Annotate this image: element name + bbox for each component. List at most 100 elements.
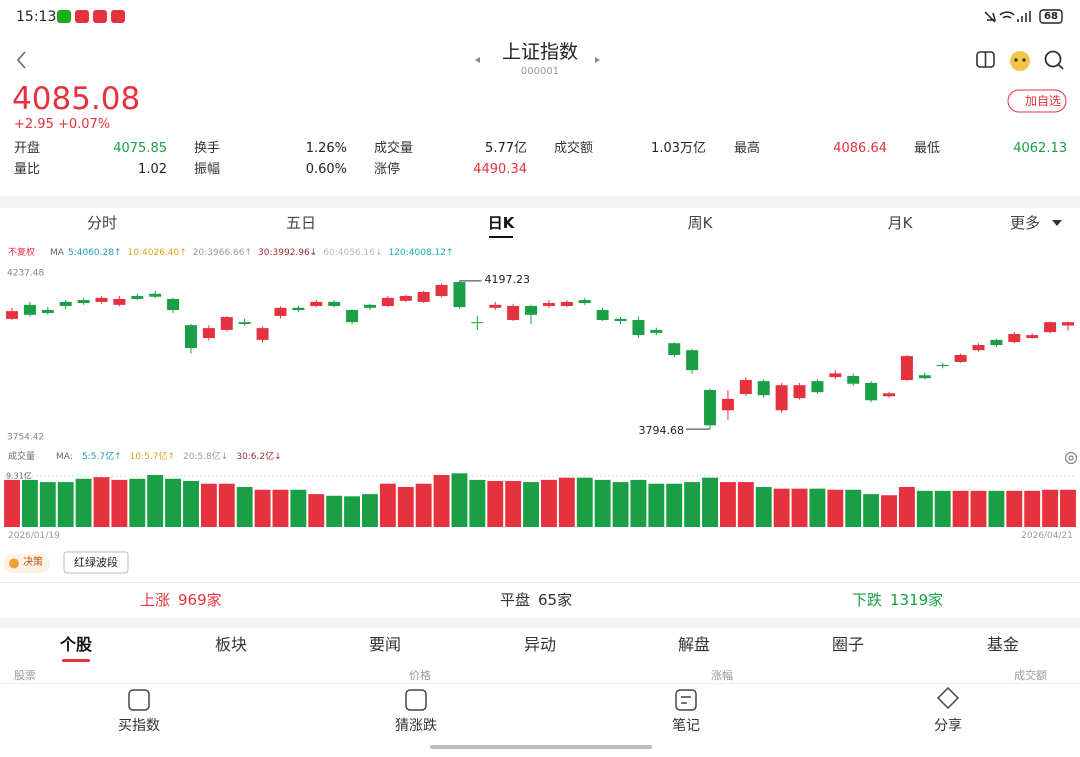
battery-icon: [1039, 9, 1063, 24]
candle-body: [435, 284, 448, 297]
stat-value: 4086.64: [833, 141, 887, 156]
low-callout: 3794.68: [639, 424, 685, 437]
stat-value: 1.02: [138, 162, 167, 177]
candle-body: [310, 301, 323, 306]
column-header[interactable]: 价格: [409, 669, 431, 682]
volume-bar: [272, 489, 289, 527]
volume-ma-value: 5:5.7亿↑: [82, 452, 122, 462]
period-tab[interactable]: 月K: [887, 214, 913, 232]
candle-body: [41, 310, 54, 313]
candle-body: [739, 380, 752, 395]
nav-label[interactable]: 分享: [934, 718, 962, 734]
status-time: 15:13: [16, 9, 57, 25]
volume-bar: [487, 480, 504, 527]
candle-body: [507, 305, 520, 320]
next-button[interactable]: [595, 57, 600, 63]
divider: [0, 582, 1080, 583]
index-title: 上证指数: [501, 41, 579, 63]
active-tab-indicator: [489, 236, 513, 238]
start-date: 2026/01/19: [8, 531, 60, 541]
candle-body: [346, 310, 359, 323]
period-tab[interactable]: 日K: [487, 214, 515, 232]
mascot-button[interactable]: [1010, 51, 1030, 71]
candle-body: [292, 307, 305, 311]
content-tab[interactable]: 要闻: [368, 635, 402, 654]
divider: [0, 683, 1080, 684]
stat-value: 0.60%: [305, 162, 347, 177]
prev-button[interactable]: [475, 57, 480, 63]
volume-bar: [218, 483, 235, 527]
ma-value: 30:3992.96↓: [258, 248, 318, 258]
status-icons: [57, 10, 1031, 23]
y-min-label: 3754.42: [7, 433, 44, 443]
content-tab[interactable]: 圈子: [831, 635, 865, 654]
candle-body: [704, 389, 717, 426]
volume-bar: [39, 482, 56, 527]
candle-body: [489, 304, 502, 308]
period-tab[interactable]: 分时: [86, 214, 118, 232]
volume-bar: [451, 473, 468, 527]
content-tab[interactable]: 板块: [214, 635, 248, 654]
volume-bar: [183, 480, 199, 527]
stat-label: 最高: [734, 141, 761, 156]
candle-body: [578, 300, 591, 304]
content-tab[interactable]: 基金: [986, 635, 1020, 654]
nav-icons: [128, 686, 960, 711]
volume-bar: [594, 479, 611, 527]
candle-body: [471, 322, 484, 324]
volume-bar: [1042, 489, 1059, 527]
back-button[interactable]: [16, 51, 26, 69]
candle-body: [1044, 322, 1057, 333]
active-subtab-indicator: [62, 659, 90, 662]
settings-icon[interactable]: [1064, 451, 1078, 465]
volume-bar: [916, 490, 933, 527]
column-header[interactable]: 成交额: [1014, 669, 1047, 682]
candle-body: [1062, 322, 1074, 326]
candle-body: [811, 381, 824, 393]
add-watch-button[interactable]: [1007, 89, 1067, 113]
decision-label[interactable]: 决策: [23, 557, 43, 568]
nav-label[interactable]: 笔记: [672, 718, 700, 734]
layout-button[interactable]: [976, 51, 995, 68]
wave-label[interactable]: 红绿波段: [74, 556, 118, 569]
candle-body: [220, 317, 233, 330]
candle-body: [650, 329, 663, 333]
stat-value: 1.03万亿: [651, 141, 706, 156]
candle-body: [668, 343, 681, 355]
candle-body: [256, 328, 269, 340]
candle-body: [95, 297, 108, 302]
nav-label[interactable]: 买指数: [118, 718, 160, 734]
period-tab[interactable]: 五日: [285, 214, 317, 232]
volume-bar: [737, 482, 754, 527]
search-button[interactable]: [1044, 50, 1064, 70]
period-tab[interactable]: 更多: [1009, 214, 1041, 232]
last-price: 4085.08: [12, 81, 141, 117]
column-header[interactable]: 涨幅: [711, 669, 733, 682]
nav-label[interactable]: 猜涨跌: [395, 718, 437, 734]
adjust-mode[interactable]: 不复权: [8, 248, 36, 258]
candle-body: [131, 296, 144, 299]
volume-bar: [236, 487, 253, 527]
content-tab[interactable]: 异动: [523, 635, 557, 654]
wave-button[interactable]: [63, 551, 129, 574]
volume-bar: [200, 483, 217, 527]
candle-body: [936, 364, 949, 367]
candle-body: [829, 373, 842, 378]
separator: [0, 618, 1080, 628]
period-tab[interactable]: 周K: [687, 214, 713, 232]
add-watch-label[interactable]: 加自选: [1025, 94, 1062, 108]
volume-bar: [4, 479, 20, 527]
volume-bar: [558, 477, 575, 527]
stat-label: 开盘: [14, 141, 41, 156]
volume-ma-value: 20:5.8亿↓: [182, 452, 229, 462]
stat-label: 振幅: [194, 162, 221, 177]
up-count: 969家: [178, 591, 222, 609]
volume-bar: [791, 488, 808, 527]
content-tab[interactable]: 个股: [59, 635, 93, 654]
volume-bar: [111, 479, 128, 527]
volume-bar: [57, 482, 74, 527]
content-tab[interactable]: 解盘: [677, 635, 711, 654]
more-arrow[interactable]: [1052, 220, 1062, 226]
